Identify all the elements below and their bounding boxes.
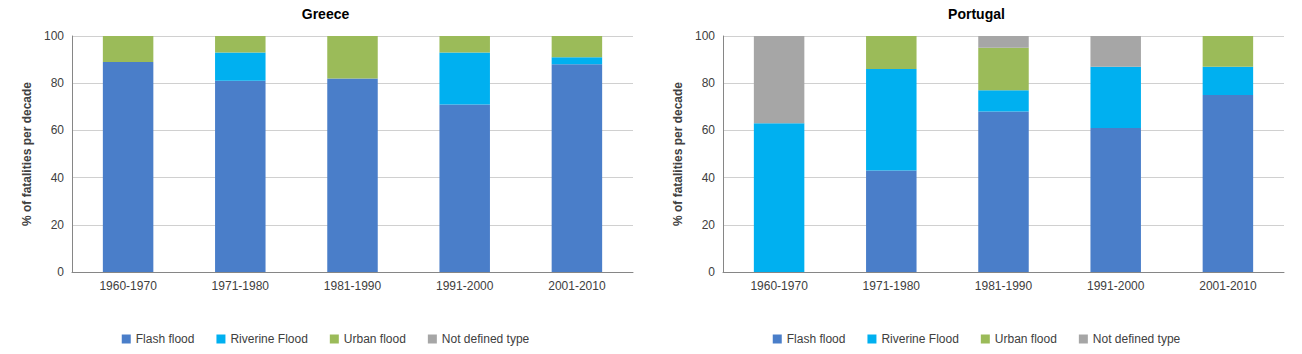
svg-text:0: 0 — [57, 265, 64, 279]
svg-text:Flash flood: Flash flood — [787, 332, 846, 346]
svg-text:1960-1970: 1960-1970 — [750, 279, 808, 293]
svg-text:% of fatalities per decade: % of fatalities per decade — [20, 82, 34, 226]
svg-text:100: 100 — [44, 29, 64, 43]
svg-text:Flash flood: Flash flood — [136, 332, 195, 346]
svg-text:Portugal: Portugal — [948, 6, 1005, 22]
svg-text:2001-2010: 2001-2010 — [548, 279, 606, 293]
svg-text:Greece: Greece — [302, 6, 350, 22]
svg-text:80: 80 — [702, 76, 716, 90]
svg-text:Riverine Flood: Riverine Flood — [230, 332, 307, 346]
svg-text:80: 80 — [51, 76, 65, 90]
svg-text:60: 60 — [51, 123, 65, 137]
svg-text:1991-2000: 1991-2000 — [436, 279, 494, 293]
svg-text:1981-1990: 1981-1990 — [324, 279, 382, 293]
svg-text:60: 60 — [702, 123, 716, 137]
svg-text:% of fatalities per decade: % of fatalities per decade — [671, 82, 685, 226]
svg-text:0: 0 — [708, 265, 715, 279]
svg-text:Not defined type: Not defined type — [442, 332, 530, 346]
svg-text:1960-1970: 1960-1970 — [99, 279, 157, 293]
svg-text:40: 40 — [702, 171, 716, 185]
svg-text:1971-1980: 1971-1980 — [863, 279, 921, 293]
svg-text:Riverine Flood: Riverine Flood — [881, 332, 958, 346]
svg-text:2001-2010: 2001-2010 — [1199, 279, 1257, 293]
svg-text:1981-1990: 1981-1990 — [975, 279, 1033, 293]
svg-text:20: 20 — [702, 218, 716, 232]
svg-text:1971-1980: 1971-1980 — [212, 279, 270, 293]
svg-text:100: 100 — [695, 29, 715, 43]
svg-text:40: 40 — [51, 171, 65, 185]
svg-text:Not defined type: Not defined type — [1093, 332, 1181, 346]
svg-text:1991-2000: 1991-2000 — [1087, 279, 1145, 293]
svg-text:Urban flood: Urban flood — [344, 332, 406, 346]
svg-text:Urban flood: Urban flood — [995, 332, 1057, 346]
svg-text:20: 20 — [51, 218, 65, 232]
